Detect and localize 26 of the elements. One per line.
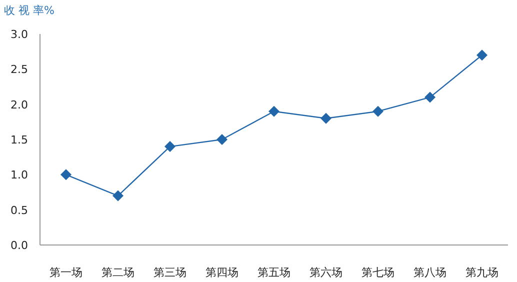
point — [216, 134, 228, 145]
x-tick-label: 第八场 — [414, 266, 446, 279]
y-tick-label: 2.0 — [10, 98, 28, 112]
x-tick-label: 第七场 — [362, 266, 394, 279]
y-tick-label: 3.0 — [10, 28, 28, 41]
x-tick-label: 第二场 — [102, 266, 134, 279]
point — [164, 141, 176, 152]
point — [476, 50, 488, 61]
y-tick-label: 2.5 — [10, 63, 28, 76]
y-tick-label: 0.5 — [10, 204, 28, 217]
x-tick-label: 第九场 — [466, 266, 498, 279]
y-axis-title: 收 视 率% — [4, 4, 54, 17]
y-tick-label: 1.5 — [10, 134, 28, 146]
x-tick-label: 第一场 — [50, 266, 82, 279]
point — [268, 106, 280, 117]
x-tick-label: 第五场 — [258, 266, 290, 279]
point — [112, 190, 124, 202]
x-tick-label: 第六场 — [310, 266, 342, 279]
y-tick-label: 1.0 — [10, 168, 28, 182]
y-tick-label: 0.0 — [10, 239, 28, 252]
x-tick-label: 第三场 — [154, 266, 186, 279]
point — [320, 112, 332, 124]
point — [424, 92, 436, 103]
point — [372, 106, 384, 117]
x-tick-label: 第四场 — [206, 266, 238, 279]
point — [60, 169, 72, 180]
